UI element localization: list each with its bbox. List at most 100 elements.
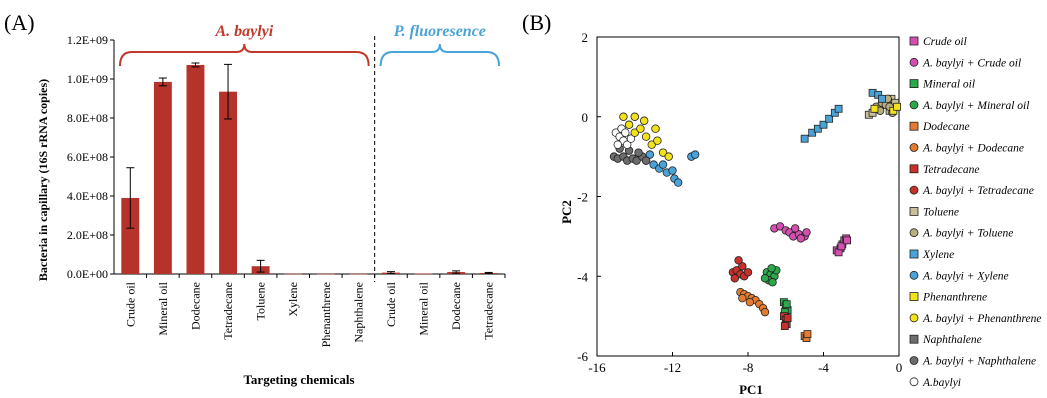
scatter-point (647, 140, 656, 149)
scatter-point (632, 156, 641, 165)
panel-a-label: (A) (4, 10, 35, 35)
group-bracket (119, 43, 370, 67)
group-bracket (379, 43, 500, 67)
scatter-chart-y-label: PC2 (559, 200, 574, 224)
scatter-point (878, 94, 886, 103)
bar-chart-y-tick-label: 1.0E+09 (67, 72, 108, 86)
scatter-point (653, 136, 662, 145)
legend-marker (909, 206, 919, 216)
scatter-point (630, 112, 639, 121)
scatter-point (782, 300, 791, 309)
scatter-point (621, 128, 630, 137)
scatter-point (645, 150, 655, 159)
legend-marker (909, 36, 919, 46)
scatter-point (624, 120, 634, 129)
legend-marker (909, 228, 919, 238)
scatter-plot-frame (596, 36, 900, 357)
scatter-point (636, 124, 645, 133)
scatter-point (780, 322, 789, 330)
bar (316, 273, 335, 275)
scatter-point (738, 293, 747, 303)
bar-chart: 0.0E+00 2.0E+08 4.0E+08 6.0E+08 8.0E+08 1.0E+… (36, 23, 506, 387)
scatter-chart: -16 -12 -8 -4 0 2 0 -2 -4 -6 Crude oil A. baylyi +… (559, 30, 1041, 397)
legend-label: Dodecane (922, 121, 970, 133)
scatter-point (800, 134, 809, 143)
scatter-point (760, 307, 770, 317)
legend-label: Naphthalene (922, 334, 982, 346)
scatter-x-tick-label: -8 (743, 360, 754, 375)
scatter-point (623, 140, 632, 149)
bar-chart-x-tick-labels: Crude oil Mineral oil Dodecane Tetradecane T… (123, 274, 506, 347)
bar-chart-y-tick-label: 2.0E+08 (67, 228, 108, 242)
scatter-y-tick-label: -2 (577, 190, 588, 205)
scatter-point (790, 224, 800, 233)
scatter-point (813, 124, 822, 133)
scatter-point (808, 128, 817, 137)
scatter-x-tick-label: -16 (588, 360, 606, 375)
legend-label: A. baylyi + Phenanthrene (922, 313, 1041, 325)
scatter-point (658, 160, 668, 169)
scatter-x-tick-label: -4 (818, 360, 829, 375)
scatter-chart-legend: Crude oil A. baylyi + Crude oil Mineral oi… (909, 36, 1041, 389)
legend-marker (909, 121, 919, 131)
legend-marker (909, 313, 919, 323)
scatter-point (668, 166, 677, 175)
scatter-point (734, 256, 743, 265)
legend-label: A. baylyi + Mineral oil (922, 100, 1029, 112)
legend-label: A. baylyi + Naphthalene (922, 356, 1036, 368)
scatter-point (639, 116, 649, 125)
legend-marker (909, 164, 919, 174)
scatter-point (843, 236, 851, 245)
scatter-chart-x-label: PC1 (739, 382, 763, 397)
scatter-point (626, 134, 636, 143)
scatter-y-tick-label: 2 (582, 30, 589, 45)
bar (153, 81, 172, 274)
scatter-point (803, 330, 812, 338)
scatter-point (664, 152, 673, 161)
legend-label: Mineral oil (922, 79, 975, 91)
scatter-point (783, 314, 792, 323)
bar (349, 273, 368, 275)
scatter-point (796, 234, 806, 243)
bar-chart-x-tick-label: Phenanthrene (319, 282, 333, 347)
bar-chart-x-tick-label: Dodecane (449, 282, 463, 330)
scatter-point (613, 140, 622, 149)
legend-label: Xylene (922, 249, 954, 261)
legend-label: A. baylyi + Xylene (922, 270, 1009, 282)
scatter-chart-points (609, 88, 902, 342)
bar-chart-x-tick-label: Dodecane (188, 282, 202, 330)
bar-chart-x-tick-label: Naphthalene (351, 282, 365, 343)
scatter-point (651, 124, 660, 133)
bar-chart-y-tick-label: 8.0E+08 (67, 111, 108, 125)
bar-chart-x-tick-label: Tetradecane (482, 282, 496, 340)
scatter-point (768, 278, 777, 287)
bar-chart-group-brackets: A. baylyi P. fluoresence (119, 23, 500, 282)
bar-chart-bars (121, 62, 498, 275)
legend-marker (909, 292, 919, 302)
scatter-point (767, 264, 776, 273)
scatter-point (641, 132, 651, 141)
bar-chart-x-label: Targeting chemicals (243, 372, 354, 387)
scatter-point (834, 104, 843, 113)
scatter-point (690, 150, 700, 159)
legend-marker (909, 143, 919, 152)
scatter-point (745, 297, 755, 307)
scatter-point (630, 128, 639, 137)
bar (186, 64, 205, 275)
legend-label: A. baylyi + Tetradecane (922, 185, 1034, 197)
scatter-point (738, 262, 747, 271)
legend-marker (909, 377, 919, 387)
scatter-point (825, 114, 834, 123)
scatter-point (743, 268, 753, 277)
bar-chart-x-tick-label: Crude oil (384, 281, 398, 327)
bar (414, 273, 433, 275)
legend-marker (909, 334, 919, 344)
bar-chart-x-tick-label: Xylene (286, 282, 300, 317)
scatter-point (730, 274, 739, 283)
legend-label: Tetradecane (923, 164, 979, 176)
scatter-point (870, 104, 879, 113)
scatter-x-tick-label: 0 (896, 360, 903, 375)
scatter-point (893, 102, 902, 111)
scatter-point (760, 274, 770, 283)
